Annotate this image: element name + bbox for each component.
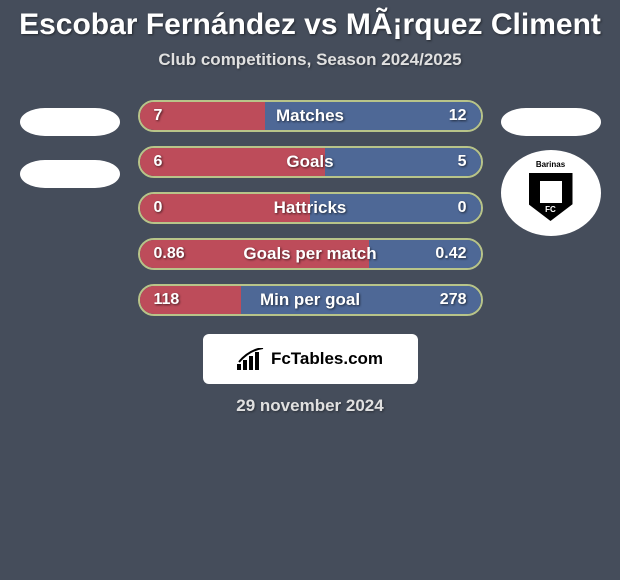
comparison-infographic: Escobar Fernández vs MÃ¡rquez Climent Cl…: [0, 0, 620, 416]
footer-brand-box: FcTables.com: [203, 334, 418, 384]
stat-value-right: 5: [458, 153, 467, 171]
stat-value-left: 118: [154, 291, 180, 309]
stats-area: Matches 7 12 Goals 6 5 Hattricks 0 0 Goals per ma…: [0, 100, 620, 316]
team-a-logo-top: [20, 108, 120, 136]
page-title: Escobar Fernández vs MÃ¡rquez Climent: [0, 8, 620, 42]
stat-value-right: 12: [449, 107, 467, 125]
team-b-badge: Barinas FC: [501, 150, 601, 236]
stat-label: Goals: [286, 152, 333, 172]
stat-value-left: 7: [154, 107, 163, 125]
stat-row: Min per goal 118 278: [138, 284, 483, 316]
stat-row: Matches 7 12: [138, 100, 483, 132]
stat-value-left: 6: [154, 153, 163, 171]
team-a-column: [20, 100, 120, 188]
stat-value-left: 0.86: [154, 245, 185, 263]
date-text: 29 november 2024: [0, 396, 620, 416]
stat-label: Matches: [276, 106, 344, 126]
team-a-logo-bottom: [20, 160, 120, 188]
stat-label: Goals per match: [243, 244, 376, 264]
badge-fc-text: FC: [545, 205, 556, 214]
stat-row: Hattricks 0 0: [138, 192, 483, 224]
team-b-logo-top: [501, 108, 601, 136]
shield-icon: FC: [529, 173, 573, 221]
stat-value-left: 0: [154, 199, 163, 217]
subtitle: Club competitions, Season 2024/2025: [0, 50, 620, 70]
shield-inner: [540, 181, 562, 203]
footer-brand-text: FcTables.com: [271, 349, 383, 369]
badge-top-text: Barinas: [536, 160, 565, 169]
stat-bars: Matches 7 12 Goals 6 5 Hattricks 0 0 Goals per ma…: [138, 100, 483, 316]
stat-value-right: 278: [440, 291, 467, 309]
stat-row: Goals 6 5: [138, 146, 483, 178]
chart-icon: [237, 348, 265, 370]
stat-row: Goals per match 0.86 0.42: [138, 238, 483, 270]
stat-label: Hattricks: [274, 198, 347, 218]
stat-value-right: 0: [458, 199, 467, 217]
stat-value-right: 0.42: [435, 245, 466, 263]
stat-label: Min per goal: [260, 290, 360, 310]
team-b-column: Barinas FC: [501, 100, 601, 236]
